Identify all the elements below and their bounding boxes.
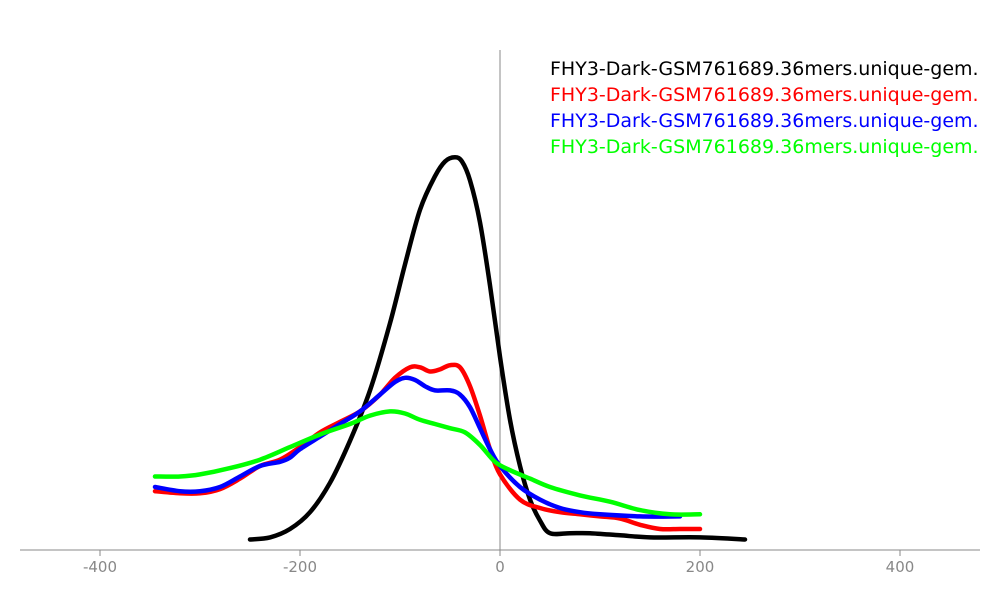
legend: FHY3-Dark-GSM761689.36mers.unique-gem. FH… — [550, 58, 979, 158]
legend-entry-3: FHY3-Dark-GSM761689.36mers.unique-gem. — [550, 110, 979, 132]
legend-entry-1: FHY3-Dark-GSM761689.36mers.unique-gem. — [550, 58, 979, 80]
series-line-3 — [152, 375, 683, 519]
x-tick-label: -400 — [83, 558, 117, 576]
series-line-4 — [152, 409, 703, 517]
series-layer — [152, 155, 748, 542]
x-tick-label: 0 — [495, 558, 505, 576]
x-tick-label: 200 — [686, 558, 715, 576]
legend-entry-2: FHY3-Dark-GSM761689.36mers.unique-gem. — [550, 84, 979, 106]
x-tick-label: -200 — [283, 558, 317, 576]
x-axis-ticks: -400 -200 0 200 400 — [83, 550, 914, 576]
x-tick-label: 400 — [886, 558, 915, 576]
legend-entry-4: FHY3-Dark-GSM761689.36mers.unique-gem. — [550, 136, 979, 158]
series-line-1 — [247, 155, 748, 542]
